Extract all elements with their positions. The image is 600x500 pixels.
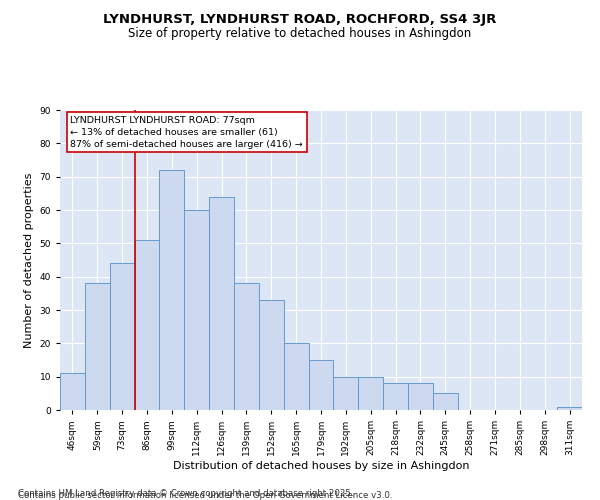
Bar (383, 384, 408, 410)
Bar (433, 394, 458, 410)
Bar (308, 360, 334, 410)
Bar (408, 384, 433, 410)
Text: Size of property relative to detached houses in Ashingdon: Size of property relative to detached ho… (128, 28, 472, 40)
X-axis label: Distribution of detached houses by size in Ashingdon: Distribution of detached houses by size … (173, 461, 469, 471)
Bar (110, 264, 134, 410)
Bar (184, 210, 209, 410)
Bar (209, 196, 234, 410)
Text: LYNDHURST LYNDHURST ROAD: 77sqm
← 13% of detached houses are smaller (61)
87% of: LYNDHURST LYNDHURST ROAD: 77sqm ← 13% of… (70, 116, 303, 148)
Bar (60, 374, 85, 410)
Text: Contains HM Land Registry data © Crown copyright and database right 2025.: Contains HM Land Registry data © Crown c… (18, 488, 353, 498)
Bar (259, 300, 284, 410)
Bar (134, 240, 160, 410)
Text: Contains public sector information licensed under the Open Government Licence v3: Contains public sector information licen… (18, 480, 392, 500)
Bar (334, 376, 358, 410)
Bar (85, 284, 110, 410)
Text: LYNDHURST, LYNDHURST ROAD, ROCHFORD, SS4 3JR: LYNDHURST, LYNDHURST ROAD, ROCHFORD, SS4… (103, 12, 497, 26)
Bar (234, 284, 259, 410)
Y-axis label: Number of detached properties: Number of detached properties (24, 172, 34, 348)
Bar (557, 406, 582, 410)
Bar (284, 344, 308, 410)
Bar (160, 170, 184, 410)
Bar (358, 376, 383, 410)
